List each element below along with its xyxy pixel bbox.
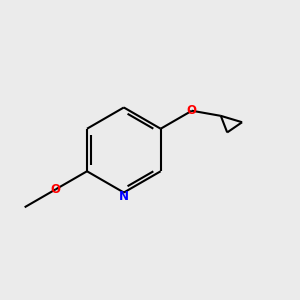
Text: O: O [51, 183, 61, 196]
Text: O: O [187, 104, 197, 117]
Text: N: N [119, 190, 129, 203]
